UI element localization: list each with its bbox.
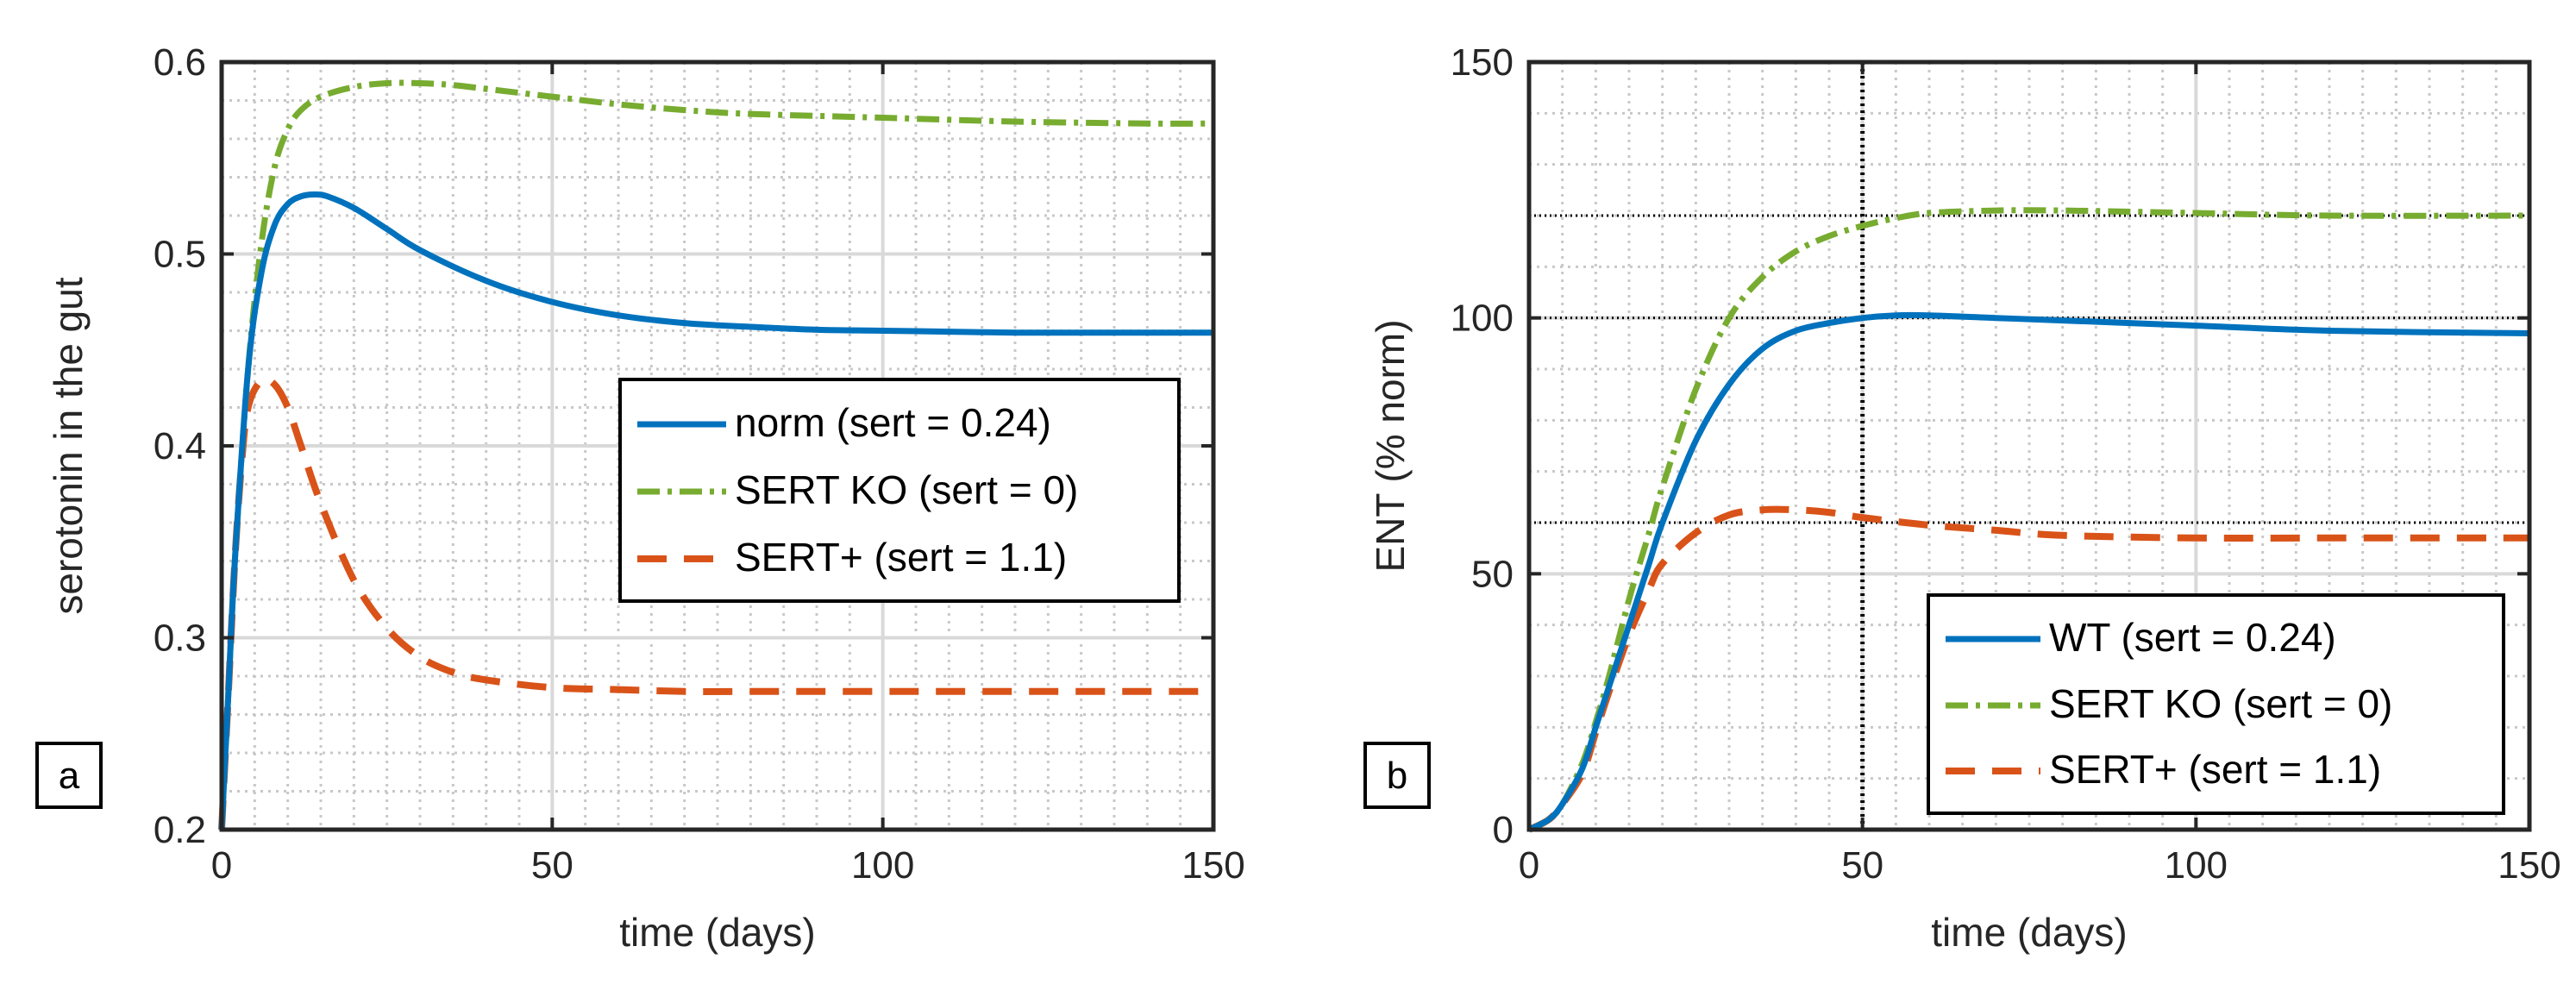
panel-a-legend-ko-label: SERT KO (sert = 0) [735, 467, 1078, 512]
panel-b-tick-marks [1527, 60, 2531, 831]
panel-b-y-axis-label: ENT (% norm) [1368, 319, 1413, 572]
panel-a-x-tick-labels: 0 50 100 150 [211, 844, 1245, 887]
x-tick-label: 150 [2498, 844, 2560, 887]
y-tick-label: 0.5 [154, 234, 206, 276]
series-line-norm [218, 191, 1213, 830]
panel-a-chart: 0 50 100 150 0.2 0.3 0.4 0.5 0.6 time (days) se… [35, 41, 1245, 955]
y-tick-label: 0.3 [154, 617, 206, 660]
y-tick-label: 100 [1451, 298, 1514, 340]
panel-a-y-axis-label: serotonin in the gut [46, 277, 91, 614]
panel-a-y-tick-labels: 0.2 0.3 0.4 0.5 0.6 [154, 41, 206, 851]
y-tick-label: 50 [1471, 553, 1514, 595]
series-line-norm [1527, 311, 2530, 833]
y-tick-label: 0.6 [154, 41, 206, 84]
panel-b-legend-plus-label: SERT+ (sert = 1.1) [2049, 747, 2381, 792]
panel-b-axes-box [1526, 60, 2532, 832]
panel-b-legend-wt-label: WT (sert = 0.24) [2049, 615, 2336, 660]
panel-a-x-axis-label: time (days) [619, 910, 815, 955]
x-tick-label: 50 [531, 844, 573, 887]
panel-a-legend: norm (sert = 0.24) SERT KO (sert = 0) SE… [618, 378, 1181, 603]
panel-a-label: a [59, 755, 80, 797]
panel-a-series [218, 79, 1214, 830]
panel-a-label-box: a [35, 742, 103, 809]
panel-b-legend-swatches [1946, 636, 2040, 774]
series-line-plus [218, 375, 1213, 830]
panel-a-tick-marks [220, 60, 1215, 831]
y-tick-label: 150 [1451, 41, 1514, 84]
x-tick-label: 50 [1841, 844, 1883, 887]
x-tick-label: 150 [1181, 844, 1244, 887]
panel-a-legend-norm-label: norm (sert = 0.24) [735, 400, 1051, 445]
panel-b-x-tick-labels: 0 50 100 150 [1519, 844, 2561, 887]
panel-b-label: b [1387, 755, 1407, 797]
x-tick-label: 0 [211, 844, 232, 887]
y-tick-label: 0 [1493, 809, 1514, 851]
panel-a-legend-plus-label: SERT+ (sert = 1.1) [735, 535, 1067, 580]
panel-a-label-frame [35, 742, 103, 809]
panel-b-chart: 0 50 100 150 0 50 100 150 time (days) ENT (% n… [1363, 41, 2561, 955]
series-line-ko [218, 79, 1214, 830]
panel-b-series [1527, 207, 2530, 833]
panel-b-legend-box [1927, 593, 2505, 815]
x-tick-label: 0 [1519, 844, 1539, 887]
panel-b-legend-ko-label: SERT KO (sert = 0) [2049, 681, 2392, 726]
panel-b-x-axis-label: time (days) [1931, 910, 2127, 955]
x-tick-label: 100 [2165, 844, 2228, 887]
panel-b-legend: WT (sert = 0.24) SERT KO (sert = 0) SERT… [1927, 593, 2505, 815]
panel-b-label-frame [1363, 742, 1431, 809]
panel-a-minor-grid [222, 62, 1213, 830]
x-tick-label: 100 [851, 844, 914, 887]
y-tick-label: 0.4 [154, 425, 206, 467]
panel-b-label-box: b [1363, 742, 1431, 809]
panel-b-y-tick-labels: 0 50 100 150 [1451, 41, 1514, 851]
y-tick-label: 0.2 [154, 809, 206, 851]
panel-a-legend-box [618, 378, 1181, 603]
panel-a-legend-swatches [637, 421, 726, 562]
